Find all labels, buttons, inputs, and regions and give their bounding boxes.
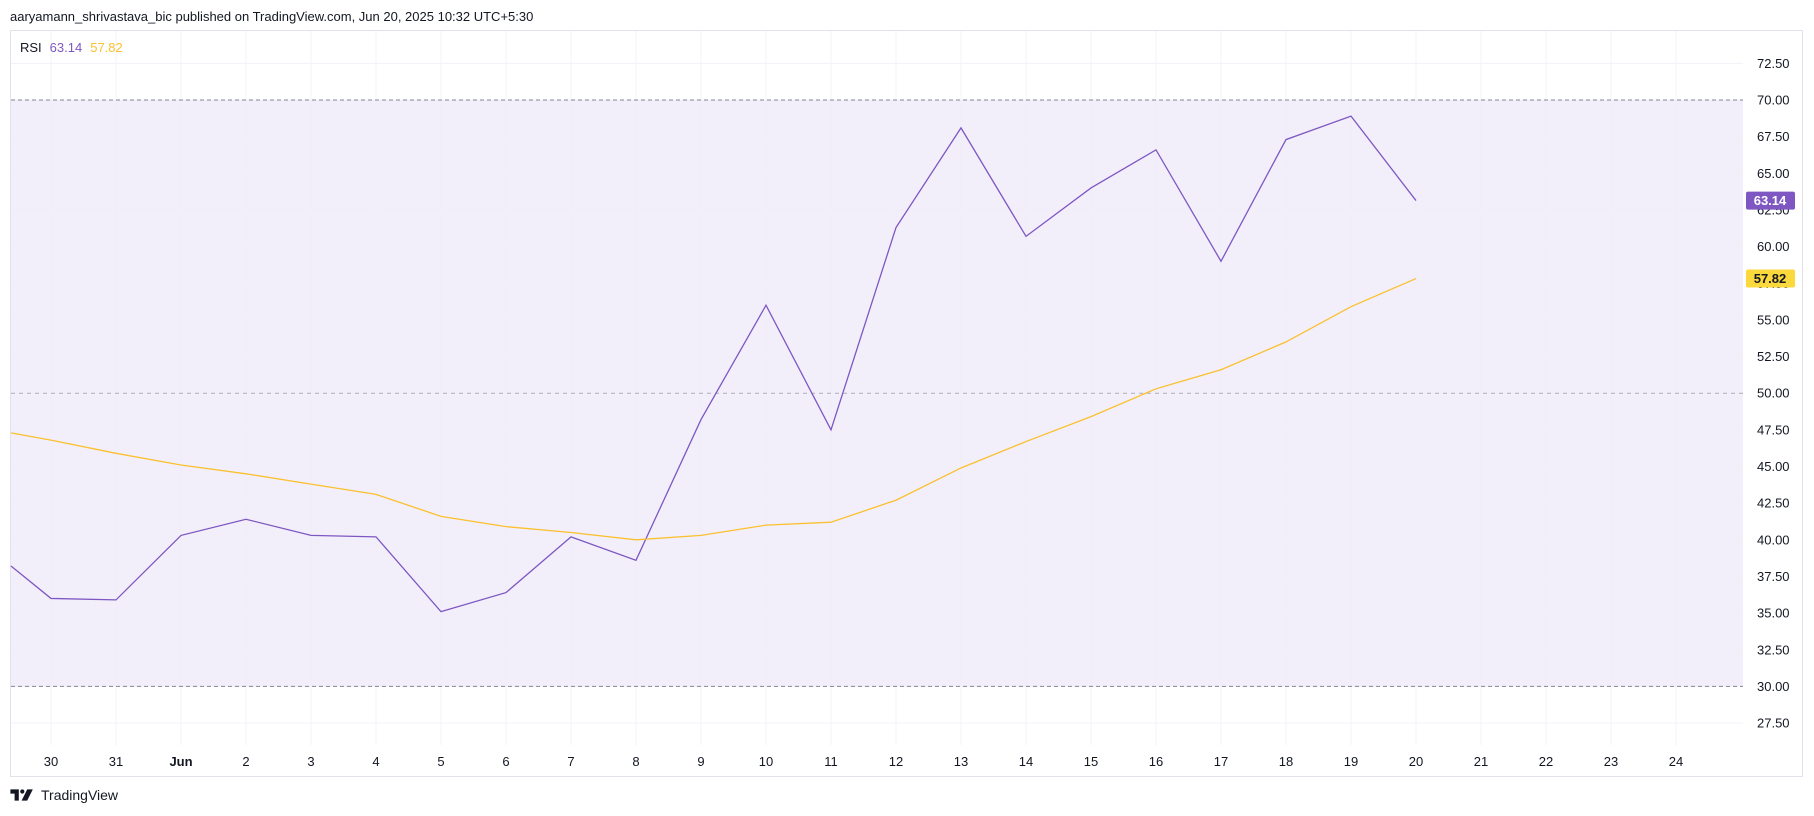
ma-last-value-label-bg <box>1746 269 1795 288</box>
indicator-legend[interactable]: RSI 63.14 57.82 <box>20 40 123 55</box>
legend-rsi-value: 63.14 <box>49 40 83 55</box>
x-tick-label: 4 <box>372 754 379 769</box>
x-tick-label: 2 <box>242 754 249 769</box>
x-tick-label: 15 <box>1084 754 1098 769</box>
publish-info: aaryamann_shrivastava_bic published on T… <box>10 9 534 24</box>
y-tick-label: 35.00 <box>1757 606 1790 621</box>
x-tick-label: 7 <box>567 754 574 769</box>
y-tick-label: 37.50 <box>1757 569 1790 584</box>
x-tick-label: 10 <box>759 754 773 769</box>
x-tick-label: 31 <box>109 754 123 769</box>
x-tick-label: 17 <box>1214 754 1228 769</box>
y-tick-label: 47.50 <box>1757 422 1790 437</box>
x-tick-label: 6 <box>502 754 509 769</box>
x-tick-label: 12 <box>889 754 903 769</box>
y-tick-label: 65.00 <box>1757 166 1790 181</box>
y-tick-label: 55.00 <box>1757 312 1790 327</box>
x-tick-label: 24 <box>1669 754 1683 769</box>
x-tick-label: 23 <box>1604 754 1618 769</box>
y-tick-label: 27.50 <box>1757 716 1790 731</box>
y-tick-label: 72.50 <box>1757 56 1790 71</box>
y-tick-label: 32.50 <box>1757 642 1790 657</box>
y-tick-label: 30.00 <box>1757 679 1790 694</box>
x-tick-label: 5 <box>437 754 444 769</box>
x-tick-label: 19 <box>1344 754 1358 769</box>
x-tick-label: 22 <box>1539 754 1553 769</box>
rsi-ma-line <box>10 277 1417 541</box>
tradingview-logo-icon <box>10 789 33 801</box>
y-tick-label: 45.00 <box>1757 459 1790 474</box>
x-tick-label: 21 <box>1474 754 1488 769</box>
x-tick-label: 30 <box>44 754 58 769</box>
x-tick-label: 11 <box>824 754 838 769</box>
y-tick-label: 67.50 <box>1757 129 1790 144</box>
y-tick-label: 52.50 <box>1757 349 1790 364</box>
legend-indicator-name: RSI <box>20 40 42 55</box>
rsi-last-value-label: 63.14 <box>1754 193 1787 208</box>
x-tick-label: 13 <box>954 754 968 769</box>
footer-brand-label: TradingView <box>41 787 119 803</box>
x-tick-label: 3 <box>307 754 314 769</box>
chart-frame <box>10 30 1803 777</box>
footer-brand[interactable]: TradingView <box>10 787 118 803</box>
y-tick-label: 42.50 <box>1757 496 1790 511</box>
rsi-last-value-label-bg <box>1746 191 1795 210</box>
x-tick-label: Jun <box>169 754 192 769</box>
y-tick-label: 60.00 <box>1757 239 1790 254</box>
x-tick-label: 8 <box>632 754 639 769</box>
y-tick-label: 70.00 <box>1757 93 1790 108</box>
x-tick-label: 20 <box>1409 754 1423 769</box>
y-tick-label: 40.00 <box>1757 532 1790 547</box>
x-tick-label: 14 <box>1019 754 1033 769</box>
legend-ma-value: 57.82 <box>90 40 123 55</box>
ma-last-value-label: 57.82 <box>1754 271 1787 286</box>
x-tick-label: 16 <box>1149 754 1163 769</box>
x-tick-label: 9 <box>697 754 704 769</box>
x-tick-label: 18 <box>1279 754 1293 769</box>
y-tick-label: 50.00 <box>1757 386 1790 401</box>
rsi-line <box>10 115 1417 613</box>
